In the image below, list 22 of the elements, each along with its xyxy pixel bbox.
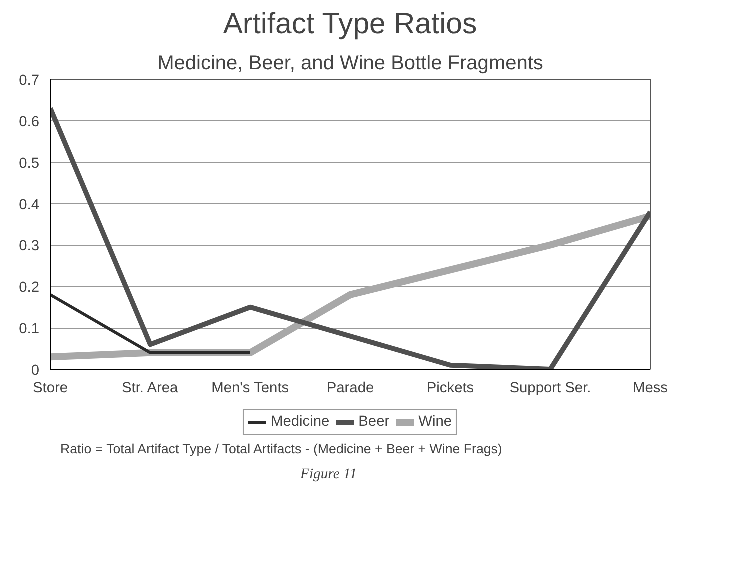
text: Ratio = Total Artifact Type / Total Artifacts - (Medicine + Beer + Wine Frags) [60,442,502,456]
y-tick-label: 0.3 [19,238,40,255]
x-tick-label: Str. Area [122,380,180,396]
caption: Figure 11 [300,466,358,482]
x-tick-label: Support Ser. [510,380,592,396]
chart-subtitle: Medicine, Beer, and Wine Bottle Fragments [158,52,544,74]
y-tick-label: 0.6 [19,114,40,130]
x-tick-label: Pickets [426,380,474,396]
y-tick-label: 0.4 [19,197,40,214]
y-tick-label: 0.2 [19,280,40,296]
y-tick-label: 0.5 [19,156,40,172]
x-tick-label: Parade [326,380,374,396]
chart-title: Artifact Type Ratios [223,8,478,40]
x-tick-label: Mess [632,380,668,396]
y-tick-label: 0.7 [19,73,40,89]
legend-label: Wine [418,414,452,430]
legend-label: Beer [358,414,390,430]
x-tick-label: Men's Tents [212,380,290,396]
y-tick-label: 0.1 [19,322,40,338]
y-tick-label: 0 [31,363,40,379]
legend-label: Medicine [270,414,330,430]
x-tick-label: Store [32,380,68,396]
